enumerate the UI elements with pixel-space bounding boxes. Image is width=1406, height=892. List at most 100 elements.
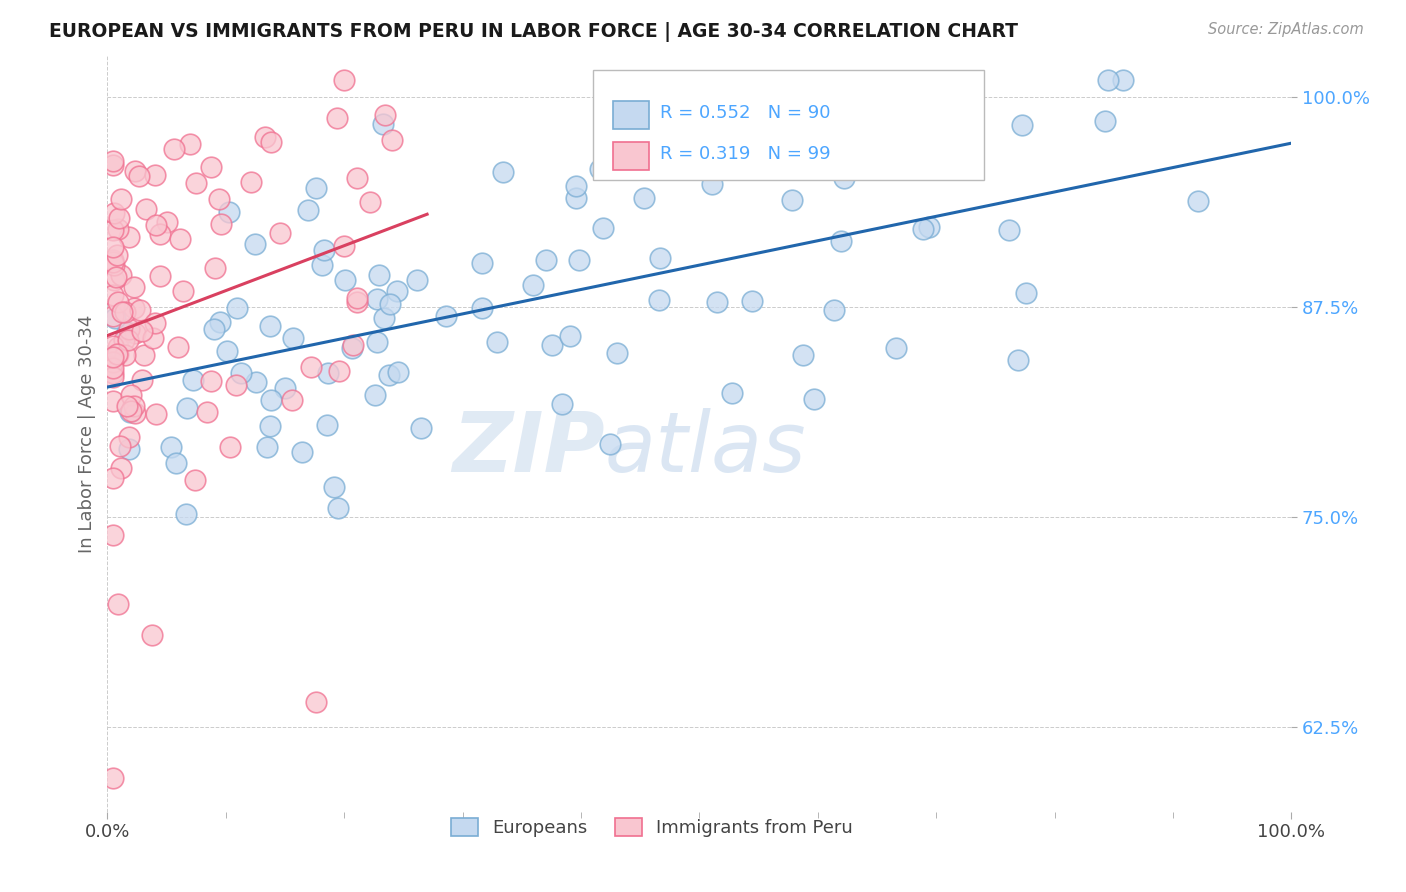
Point xyxy=(565,190,588,204)
Point xyxy=(328,501,350,516)
Point xyxy=(118,230,141,244)
Point xyxy=(312,243,335,257)
Point xyxy=(1007,353,1029,368)
Point xyxy=(346,171,368,186)
Point xyxy=(853,145,876,160)
Point xyxy=(179,137,201,152)
Point xyxy=(141,628,163,642)
Point xyxy=(107,295,129,310)
Point xyxy=(204,260,226,275)
Point xyxy=(107,222,129,236)
Point xyxy=(316,366,339,380)
Point xyxy=(103,339,125,353)
Point xyxy=(650,251,672,265)
Bar xyxy=(613,101,648,129)
Point xyxy=(368,268,391,283)
Point xyxy=(145,407,167,421)
Y-axis label: In Labor Force | Age 30-34: In Labor Force | Age 30-34 xyxy=(79,314,96,552)
Point xyxy=(115,399,138,413)
Point xyxy=(373,311,395,326)
Point xyxy=(103,239,125,253)
Point xyxy=(103,528,125,542)
Point xyxy=(124,326,146,340)
Point xyxy=(381,133,404,147)
Point xyxy=(110,268,132,282)
Text: R = 0.319   N = 99: R = 0.319 N = 99 xyxy=(661,145,831,162)
Point xyxy=(796,133,818,147)
Point xyxy=(181,373,204,387)
Point xyxy=(1097,73,1119,87)
Point xyxy=(114,348,136,362)
Point xyxy=(112,333,135,347)
Point xyxy=(103,258,125,272)
Point xyxy=(485,334,508,349)
Point xyxy=(834,170,856,185)
Point xyxy=(780,193,803,207)
Point xyxy=(522,277,544,292)
Point xyxy=(245,237,267,252)
Point xyxy=(118,442,141,457)
Point xyxy=(103,206,125,220)
Point xyxy=(633,191,655,205)
Point xyxy=(720,386,742,401)
Point xyxy=(103,471,125,485)
Point xyxy=(471,256,494,270)
Point xyxy=(1112,73,1135,87)
Point xyxy=(195,404,218,418)
Point xyxy=(534,253,557,268)
Point xyxy=(297,202,319,217)
Point xyxy=(103,255,125,269)
Point xyxy=(599,437,621,451)
Point xyxy=(332,73,354,87)
Point xyxy=(215,344,238,359)
Point xyxy=(239,175,262,189)
Point xyxy=(103,223,125,237)
Point xyxy=(108,211,131,225)
Text: Source: ZipAtlas.com: Source: ZipAtlas.com xyxy=(1208,22,1364,37)
Point xyxy=(1014,286,1036,301)
Point xyxy=(149,269,172,284)
Point xyxy=(830,234,852,248)
Point xyxy=(315,417,337,432)
Point xyxy=(592,220,614,235)
Point xyxy=(124,301,146,315)
Point xyxy=(105,269,128,284)
Point xyxy=(385,285,408,299)
Point xyxy=(200,160,222,174)
Point xyxy=(120,388,142,402)
Point xyxy=(118,430,141,444)
Point xyxy=(103,273,125,287)
Point xyxy=(131,324,153,338)
FancyBboxPatch shape xyxy=(593,70,984,180)
Point xyxy=(103,310,125,324)
Point xyxy=(737,79,759,94)
Point xyxy=(253,130,276,145)
Point xyxy=(256,440,278,454)
Point xyxy=(741,294,763,309)
Point xyxy=(606,346,628,360)
Text: ZIP: ZIP xyxy=(453,408,605,489)
Point xyxy=(200,374,222,388)
Point xyxy=(103,361,125,376)
Point xyxy=(260,135,283,149)
Point xyxy=(792,348,814,362)
Point xyxy=(159,440,181,454)
Point xyxy=(226,301,249,315)
Point xyxy=(208,192,231,206)
Point xyxy=(105,248,128,262)
Point xyxy=(103,366,125,380)
Point xyxy=(167,340,190,354)
Text: R = 0.552   N = 90: R = 0.552 N = 90 xyxy=(661,103,831,122)
Point xyxy=(149,227,172,241)
Point xyxy=(115,326,138,340)
Point xyxy=(114,304,136,318)
Point xyxy=(551,397,574,411)
Point xyxy=(291,445,314,459)
Point xyxy=(918,219,941,234)
Point xyxy=(209,217,232,231)
Point xyxy=(132,347,155,361)
Point xyxy=(118,322,141,336)
Point xyxy=(202,322,225,336)
Point xyxy=(884,341,907,355)
Bar xyxy=(613,142,648,170)
